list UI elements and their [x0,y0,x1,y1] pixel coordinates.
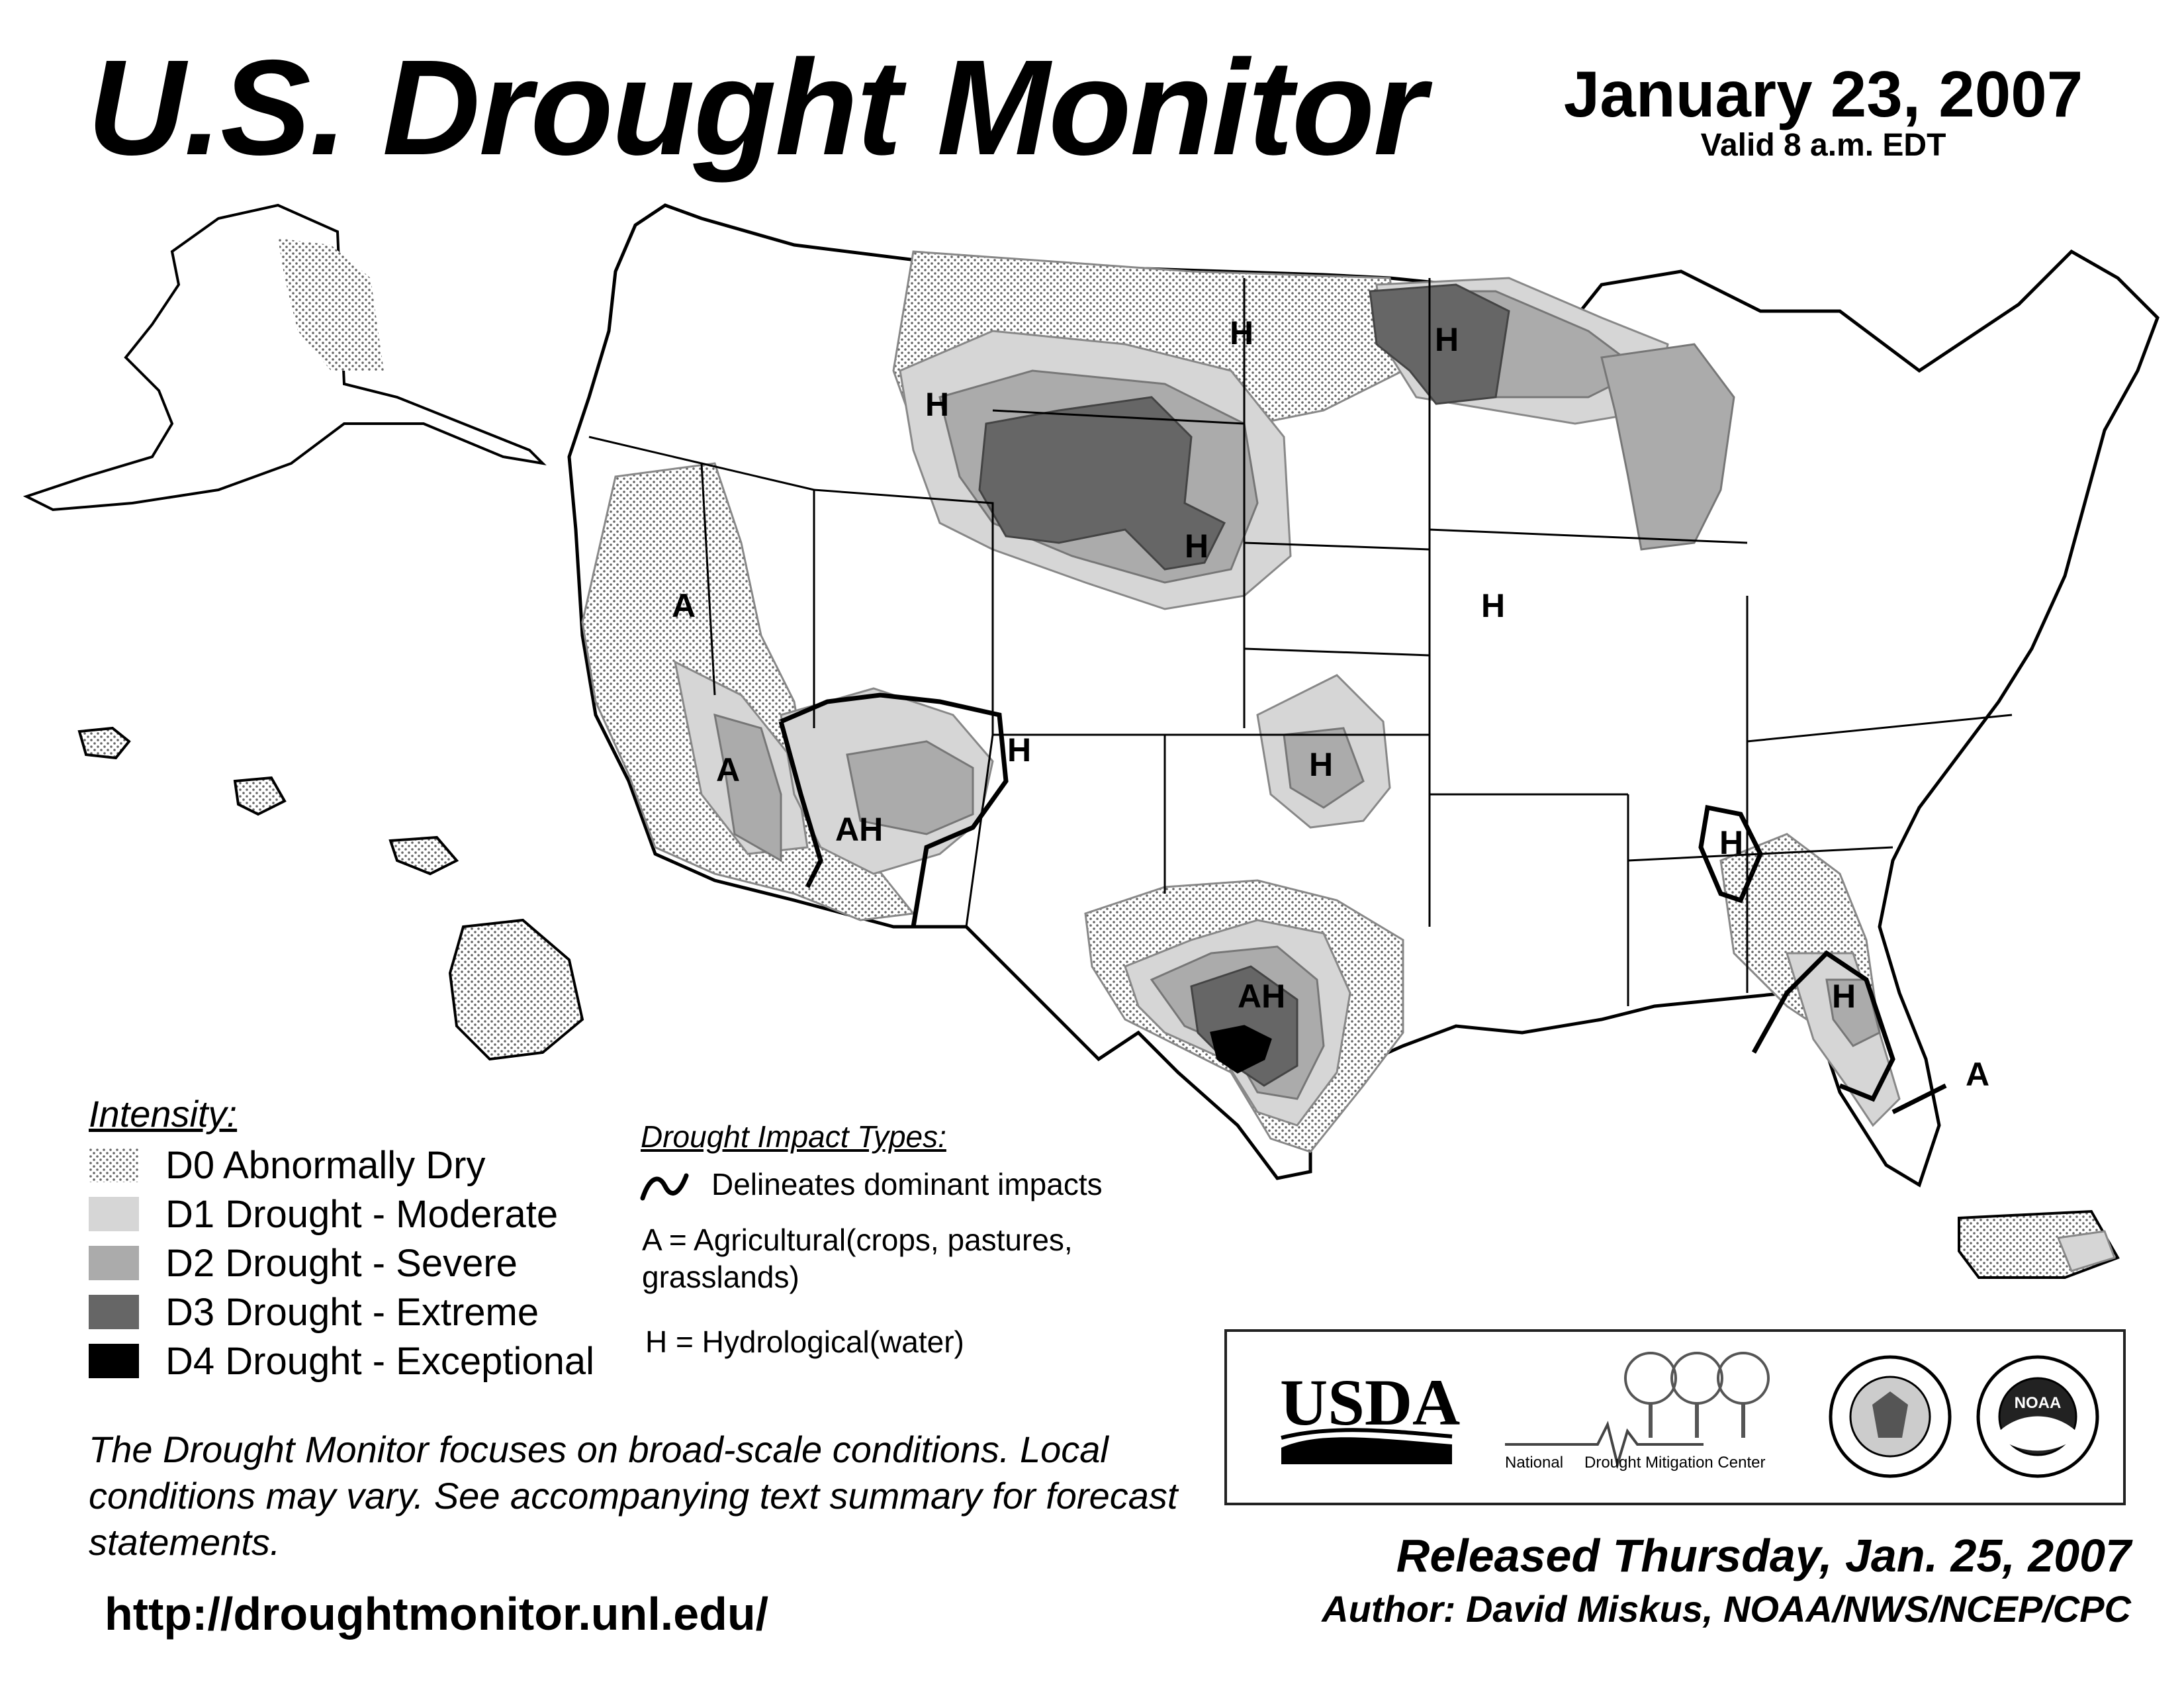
legend-item-d3: D3 Drought - Extreme [89,1289,539,1335]
hawaii-maui [388,835,459,876]
impact-line-icon [640,1173,689,1201]
map-label: H [1435,321,1459,358]
state-boundaries [588,278,2013,1006]
map-label: H [1007,731,1031,769]
legend-item-d1: D1 Drought - Moderate [89,1191,558,1237]
legend-item-d4: D4 Drought - Exceptional [89,1338,594,1384]
map-label: AH [835,811,883,848]
map-label: AH [1238,978,1285,1015]
legend-heading: Intensity: [89,1093,238,1135]
logo-box: USDA National Drought Mitigation Center … [1224,1329,2126,1505]
hawaii-oahu [233,776,287,816]
impact-heading: Drought Impact Types: [641,1119,946,1154]
legend-label: D1 Drought - Moderate [165,1192,559,1236]
hawaii-big-island [448,918,584,1061]
usda-logo: USDA [1280,1366,1460,1464]
map-label: A [1966,1056,1989,1093]
impact-agricultural: A = Agricultural(crops, pastures, grassl… [642,1223,1073,1294]
michigan-d2 [1600,343,1735,551]
legend-item-d2: D2 Drought - Severe [89,1240,518,1286]
ndmc-logo: National Drought Mitigation Center [1505,1352,1770,1472]
florida-d1 [1785,952,1901,1127]
ndmc-logo-right: Drought Mitigation Center [1584,1454,1765,1472]
logos: USDA National Drought Mitigation Center … [1280,1352,2099,1478]
legend-swatch [89,1246,139,1280]
legend-label: D2 Drought - Severe [165,1241,518,1285]
released-date: Released Thursday, Jan. 25, 2007 [1396,1530,2131,1581]
commerce-seal [1829,1355,1952,1478]
noaa-logo-text: NOAA [2015,1394,2062,1412]
map-label: A [672,587,696,624]
legend-label: D0 Abnormally Dry [165,1143,486,1187]
impact-lines [778,692,1947,1115]
west-d0 [581,462,915,921]
map-label: H [925,386,949,423]
usda-logo-text: USDA [1280,1366,1460,1439]
map-date: January 23, 2007 [1563,58,2083,130]
author-credit: Author: David Miskus, NOAA/NWS/NCEP/CPC [1322,1588,2131,1630]
legend-item-d0: D0 Abnormally Dry [89,1142,485,1188]
map-label: H [1481,587,1505,624]
legend-swatch [89,1295,139,1329]
map-label-group: H H H H H H H H A A AH AH A H [672,314,1989,1093]
url-link[interactable]: http://droughtmonitor.unl.edu/ [105,1588,769,1640]
california-d2 [713,713,782,863]
alaska-shape [23,203,547,512]
impact-delineate-text: Delineates dominant impacts [711,1167,1103,1201]
map-label: H [1309,746,1333,783]
map-label: A [716,751,740,788]
legend-swatch [89,1148,139,1182]
map-label: H [1719,824,1743,861]
legend-label: D3 Drought - Extreme [165,1290,539,1334]
oklahoma-d2 [1283,727,1365,809]
legend-label: D4 Drought - Exceptional [165,1339,594,1383]
arizona-d2 [846,740,974,835]
legend-swatch [89,1197,139,1231]
ndmc-logo-left: National [1505,1454,1563,1472]
alaska-d0 [278,238,384,371]
wyoming-d3 [978,396,1226,571]
florida-d2 [1825,978,1881,1047]
map-label: H [1185,528,1208,565]
puerto-rico-d1 [2056,1230,2116,1272]
map-label: H [1230,314,1253,352]
disclaimer-text: The Drought Monitor focuses on broad-sca… [89,1429,1178,1563]
map-label-fl-h: H [1832,978,1856,1015]
impact-hydrological: H = Hydrological(water) [645,1325,964,1359]
minnesota-d3 [1369,283,1510,405]
noaa-logo: NOAA [1976,1355,2099,1478]
page-title: U.S. Drought Monitor [87,32,1426,183]
valid-time: Valid 8 a.m. EDT [1700,128,1946,163]
texas-d4 [1210,1025,1272,1074]
hawaii-kauai [77,726,131,760]
legend-swatch [89,1344,139,1378]
